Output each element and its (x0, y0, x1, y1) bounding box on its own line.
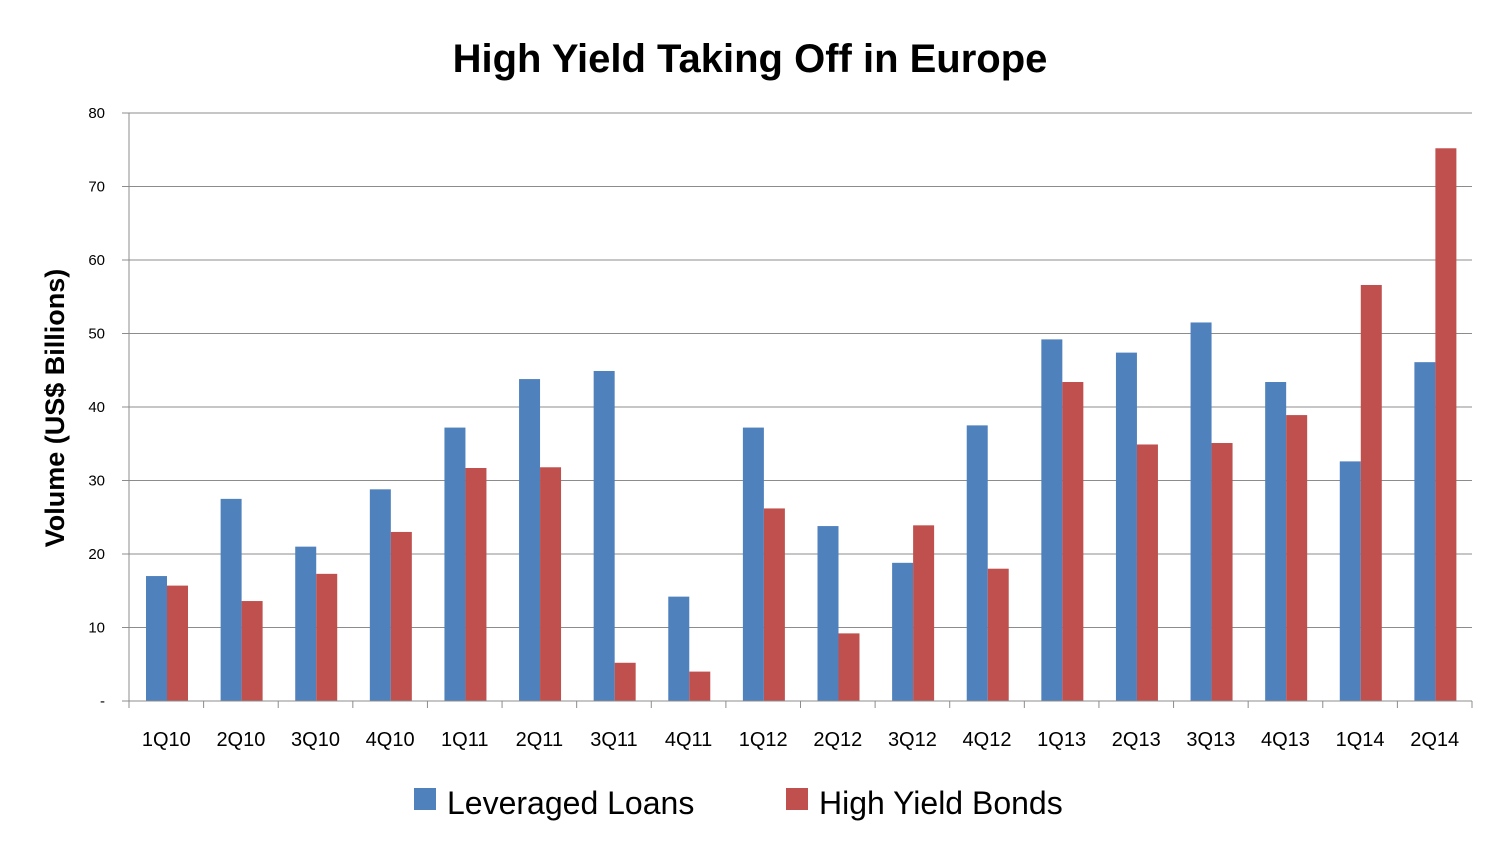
bar-high-yield-bonds (167, 585, 188, 701)
bar-leveraged-loans (593, 370, 615, 701)
bar-leveraged-loans (444, 427, 466, 701)
bar-high-yield-bonds (1286, 415, 1308, 701)
bar-high-yield-bonds (913, 525, 935, 701)
y-tick-label: 20 (88, 546, 105, 563)
bar-leveraged-loans (1265, 382, 1287, 701)
x-tick-label: 1Q11 (441, 729, 488, 751)
bar-high-yield-bonds (1360, 284, 1382, 701)
y-tick-label: - (100, 693, 105, 710)
bar-high-yield-bonds (1435, 148, 1457, 701)
y-tick-label: 30 (88, 473, 105, 490)
x-tick-label: 1Q10 (142, 729, 191, 751)
x-tick-label: 1Q14 (1336, 729, 1385, 751)
y-tick-labels: - 10 20 30 40 50 60 70 80 (88, 105, 105, 710)
y-tick-label: 80 (88, 105, 105, 122)
bar-leveraged-loans (1190, 322, 1212, 701)
bar-leveraged-loans (817, 526, 839, 701)
y-axis-label: Volume (US$ Billions) (40, 269, 70, 548)
bar-leveraged-loans (1115, 352, 1137, 701)
x-tick-label: 4Q11 (665, 729, 712, 751)
bars (146, 148, 1457, 701)
bar-high-yield-bonds (465, 468, 487, 701)
x-tick-label: 3Q11 (590, 729, 637, 751)
bar-high-yield-bonds (1211, 443, 1233, 701)
bar-high-yield-bonds (763, 508, 785, 701)
bar-high-yield-bonds (614, 662, 636, 701)
bar-high-yield-bonds (987, 568, 1009, 701)
x-tick-label: 4Q10 (366, 729, 415, 751)
y-tick-label: 60 (88, 252, 105, 269)
gridlines (122, 112, 1472, 702)
axes (128, 113, 1473, 708)
bar-leveraged-loans (742, 427, 764, 701)
y-tick-label: 70 (88, 179, 105, 196)
x-tick-label: 3Q13 (1186, 729, 1235, 751)
x-tick-label: 3Q10 (291, 729, 340, 751)
bar-high-yield-bonds (1062, 382, 1084, 701)
bar-leveraged-loans (1041, 339, 1063, 701)
y-tick-label: 10 (88, 620, 105, 637)
y-tick-label: 50 (88, 326, 105, 343)
bar-leveraged-loans (369, 489, 391, 701)
x-tick-labels: 1Q10 2Q10 3Q10 4Q10 1Q11 2Q11 3Q11 4Q11 1Q12 2Q12… (142, 729, 1459, 751)
bar-high-yield-bonds (241, 601, 263, 701)
bar-leveraged-loans (966, 425, 988, 701)
y-tick-label: 40 (88, 399, 105, 416)
legend-label: Leveraged Loans (447, 785, 694, 821)
bar-leveraged-loans (295, 546, 317, 701)
x-tick-label: 4Q12 (963, 729, 1012, 751)
bar-high-yield-bonds (540, 467, 562, 701)
bar-leveraged-loans (668, 596, 690, 701)
bar-leveraged-loans (892, 562, 914, 701)
bar-high-yield-bonds (838, 633, 860, 701)
x-tick-label: 1Q12 (739, 729, 788, 751)
bar-leveraged-loans (519, 379, 541, 701)
bar-high-yield-bonds (1136, 444, 1158, 701)
legend-label: High Yield Bonds (819, 785, 1063, 821)
x-tick-label: 2Q14 (1410, 729, 1459, 751)
bar-leveraged-loans (220, 498, 242, 701)
chart-title: High Yield Taking Off in Europe (453, 37, 1048, 81)
bar-leveraged-loans (146, 576, 167, 701)
x-tick-label: 2Q10 (216, 729, 265, 751)
bar-high-yield-bonds (390, 531, 412, 701)
x-tick-label: 2Q11 (516, 729, 563, 751)
x-tick-label: 1Q13 (1037, 729, 1086, 751)
x-tick-label: 2Q12 (813, 729, 862, 751)
legend-swatch (786, 788, 808, 810)
legend-swatch (414, 788, 436, 810)
legend: Leveraged Loans High Yield Bonds (414, 785, 1063, 821)
bar-high-yield-bonds (316, 573, 338, 701)
x-tick-label: 3Q12 (888, 729, 937, 751)
x-tick-label: 2Q13 (1112, 729, 1161, 751)
bar-leveraged-loans (1339, 461, 1361, 701)
x-tick-label: 4Q13 (1261, 729, 1310, 751)
bar-leveraged-loans (1414, 362, 1436, 701)
bar-high-yield-bonds (689, 671, 711, 701)
